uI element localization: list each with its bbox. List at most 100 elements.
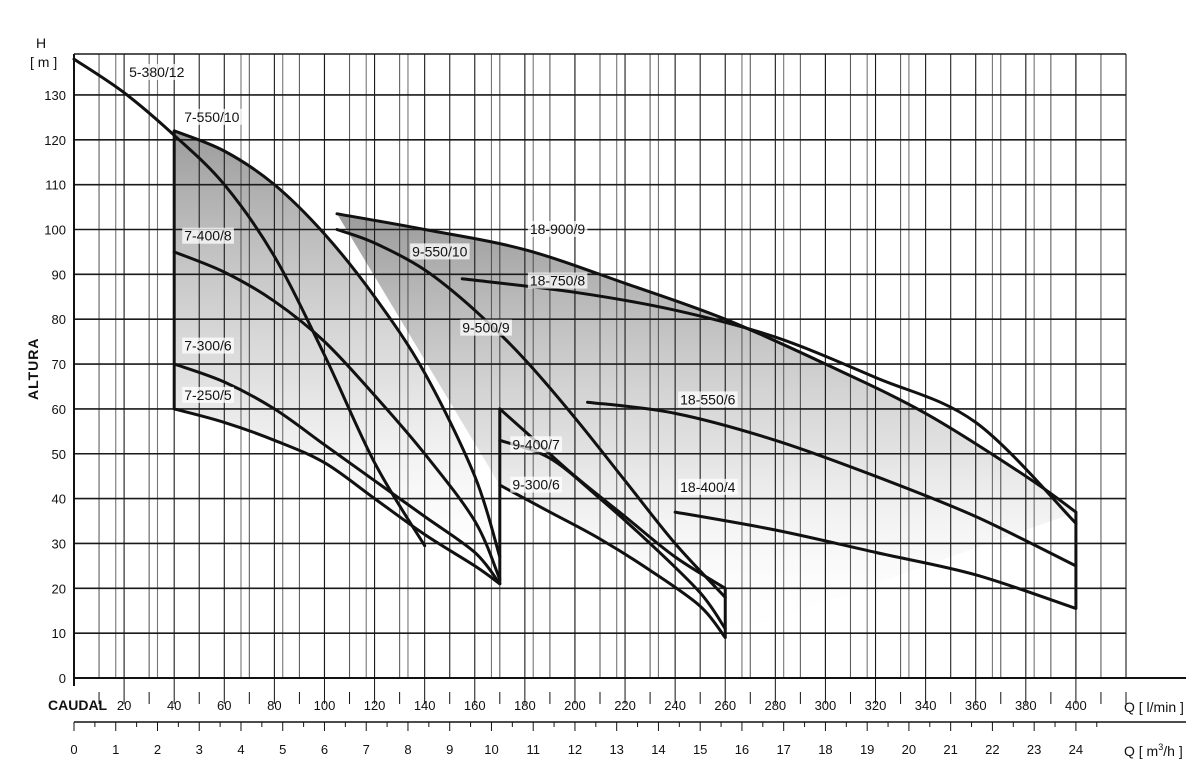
x-unit-lmin: Q [ l/min ] (1124, 699, 1184, 715)
curve-label-bg (182, 227, 234, 244)
x-tick-label-m3h: 1 (112, 742, 119, 757)
curve-label: 9-400/7 (512, 436, 560, 452)
x-tick-label-m3h: 17 (776, 742, 790, 757)
x-tick-label-m3h: 16 (735, 742, 749, 757)
curve-label-bg (527, 220, 588, 237)
curve-9-300-6 (498, 483, 727, 640)
curve-label: 7-550/10 (184, 109, 239, 125)
x-axis-title: CAUDAL (48, 697, 108, 713)
curve-7-400-8 (172, 250, 502, 581)
x-tick-label-m3h: 15 (693, 742, 707, 757)
curve-label-bg (410, 243, 470, 260)
x-tick-label-m3h: 2 (154, 742, 161, 757)
y-unit-top: H (36, 35, 46, 51)
curve-18-900-9 (335, 212, 1078, 514)
x-tick-label-lmin: 140 (414, 698, 436, 713)
x-tick-label-m3h: 9 (446, 742, 453, 757)
x-tick-label-lmin: 300 (815, 698, 837, 713)
x-tick-label-m3h: 18 (818, 742, 832, 757)
curve-label: 9-300/6 (512, 477, 560, 493)
y-tick-label: 10 (52, 626, 66, 641)
y-tick-label: 110 (45, 178, 66, 193)
y-tick-label: 80 (52, 312, 66, 327)
x-tick-label-m3h: 24 (1069, 742, 1083, 757)
curve-label: 18-900/9 (530, 221, 585, 237)
x-tick-label-m3h: 23 (1027, 742, 1041, 757)
curve-label: 18-550/6 (680, 391, 735, 407)
curve-9-400-7 (498, 438, 727, 631)
curve-label: 5-380/12 (129, 64, 184, 80)
x-tick-label-lmin: 120 (364, 698, 386, 713)
x-tick-label-m3h: 4 (237, 742, 244, 757)
x-tick-label-m3h: 20 (902, 742, 916, 757)
x-tick-label-lmin: 160 (464, 698, 486, 713)
x-tick-label-lmin: 240 (664, 698, 686, 713)
x-tick-label-m3h: 12 (568, 742, 582, 757)
curve-label-bg (460, 319, 512, 336)
y-tick-label: 120 (44, 133, 66, 148)
x-tick-label-m3h: 11 (526, 742, 540, 757)
x-tick-label-lmin: 180 (514, 698, 536, 713)
x-tick-label-m3h: 21 (943, 742, 957, 757)
y-tick-label: 50 (52, 447, 66, 462)
curve-7-300-6 (172, 362, 502, 586)
curve-label: 18-750/8 (530, 273, 585, 289)
curve-label: 9-500/9 (462, 320, 510, 336)
curve-label-bg (182, 337, 234, 354)
curve-label-bg (510, 436, 563, 453)
y-tick-label: 30 (52, 536, 66, 551)
x-tick-label-lmin: 60 (217, 698, 231, 713)
x-tick-label-lmin: 80 (267, 698, 281, 713)
curve-label-bg (127, 64, 187, 81)
curve-18-400-4 (673, 510, 1078, 610)
x-tick-label-m3h: 7 (363, 742, 370, 757)
x-tick-label-m3h: 10 (484, 742, 498, 757)
x-tick-label-m3h: 5 (279, 742, 286, 757)
curve-9-550-10 (335, 228, 727, 599)
x-tick-label-lmin: 220 (614, 698, 636, 713)
x-tick-label-lmin: 260 (714, 698, 736, 713)
x-tick-label-m3h: 8 (404, 742, 411, 757)
x-tick-label-lmin: 20 (117, 698, 131, 713)
curve-labels: 5-380/12 7-550/10 7-400/8 7-300/6 7-250/5 18-… (127, 64, 738, 495)
x-tick-label-lmin: 380 (1015, 698, 1037, 713)
curve-label: 18-400/4 (680, 479, 735, 495)
x-tick-label-lmin: 100 (314, 698, 336, 713)
curve-label: 7-250/5 (184, 387, 232, 403)
shaded-region (174, 130, 500, 584)
curve-label-bg (510, 476, 563, 493)
x-tick-label-lmin: 40 (167, 698, 181, 713)
x-tick-label-lmin: 200 (564, 698, 586, 713)
y-tick-label: 20 (52, 581, 66, 596)
x-tick-label-m3h: 22 (985, 742, 999, 757)
curve-label-bg (182, 386, 234, 403)
y-tick-label: 90 (52, 267, 66, 282)
x-tick-label-m3h: 0 (70, 742, 77, 757)
y-tick-label: 130 (44, 88, 66, 103)
y-tick-label: 60 (52, 402, 66, 417)
curves (72, 57, 1078, 640)
x-tick-label-lmin: 360 (965, 698, 987, 713)
x-tick-label-lmin: 320 (865, 698, 887, 713)
curve-label-bg (527, 272, 588, 289)
y-tick-label: 0 (59, 671, 66, 686)
curve-5-380-12 (72, 57, 427, 548)
x-tick-label-m3h: 13 (609, 742, 623, 757)
curve-18-750-8 (460, 277, 1078, 525)
curve-label-bg (182, 108, 242, 125)
x-tick-label-m3h: 3 (196, 742, 203, 757)
y-unit-bottom: [ m ] (30, 54, 57, 70)
curve-label-bg (678, 478, 738, 495)
curve-7-250-5 (172, 407, 502, 586)
curve-7-550-10 (172, 129, 502, 559)
curve-label: 7-400/8 (184, 228, 232, 244)
x-tick-label-lmin: 340 (915, 698, 937, 713)
curve-label: 9-550/10 (412, 243, 467, 259)
x-tick-label-m3h: 6 (321, 742, 328, 757)
y-axis-title: ALTURA (25, 337, 41, 400)
x-tick-label-lmin: 280 (764, 698, 786, 713)
y-tick-label: 70 (52, 357, 66, 372)
x-tick-label-lmin: 400 (1065, 698, 1087, 713)
